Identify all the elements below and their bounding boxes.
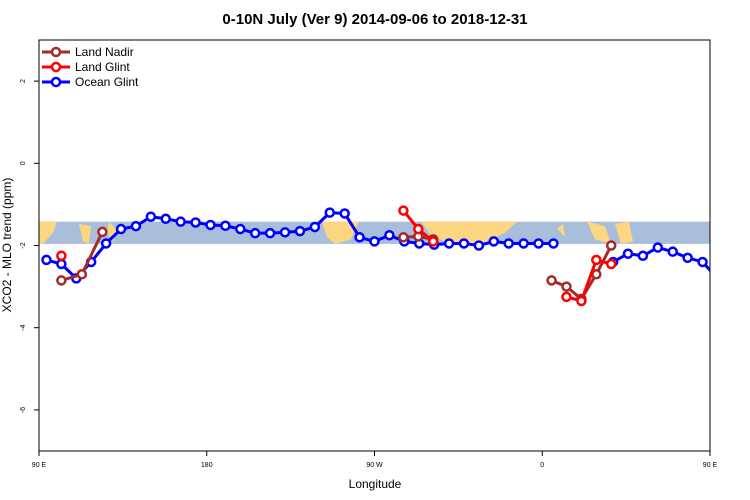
land-glint-point	[576, 295, 587, 307]
land-nadir-point	[56, 275, 67, 286]
land-nadir-point	[97, 226, 108, 238]
x-tick-label: 90 W	[366, 462, 383, 469]
ocean-glint-point	[175, 216, 186, 227]
land-glint-point	[591, 254, 602, 266]
ocean-glint-point	[488, 236, 500, 247]
ocean-glint-point	[264, 227, 276, 239]
land-glint-point	[561, 291, 572, 303]
x-axis: 90 E 180 90 W 0 90 E	[32, 451, 718, 469]
ocean-glint-point	[220, 220, 231, 232]
ocean-glint-point	[324, 207, 336, 218]
y-tick-label: -6	[20, 407, 27, 413]
y-tick-label: 2	[20, 79, 27, 83]
legend-marker-land-nadir	[50, 46, 62, 58]
land-shape	[39, 221, 57, 244]
x-tick-label: 90 E	[32, 462, 47, 469]
ocean-glint-point	[533, 238, 544, 249]
land-glint-point	[427, 236, 439, 247]
y-axis: 2 0 -2 -4 -6	[20, 79, 39, 413]
land-nadir-point	[76, 269, 88, 280]
legend-marker-ocean-glint	[50, 76, 62, 88]
ocean-glint-point	[339, 208, 350, 219]
ocean-glint-point	[637, 250, 649, 262]
land-nadir-point	[398, 232, 409, 243]
ocean-glint-point	[728, 258, 736, 266]
x-axis-label: Longitude	[349, 477, 402, 491]
ocean-glint-point	[652, 242, 664, 253]
chart-title: 0-10N July (Ver 9) 2014-09-06 to 2018-12…	[222, 11, 527, 28]
land-nadir-line	[550, 244, 613, 301]
ocean-glint-point	[160, 213, 171, 225]
land-glint-point	[56, 250, 67, 262]
ocean-glint-point	[354, 232, 365, 243]
ocean-glint-point	[145, 211, 157, 222]
ocean-glint-point	[115, 223, 127, 235]
land-nadir-point	[561, 281, 572, 292]
land-shape	[615, 221, 633, 244]
ocean-glint-point	[100, 238, 112, 249]
ocean-glint-point	[249, 227, 261, 239]
y-tick-label: 0	[20, 161, 27, 165]
x-tick-label: 180	[201, 462, 213, 469]
land-shape	[557, 223, 565, 238]
land-glint-line	[566, 258, 612, 303]
y-tick-label: -2	[20, 242, 27, 248]
ocean-glint-point	[743, 239, 750, 247]
y-axis-label: XCO2 - MLO trend (ppm)	[0, 178, 14, 313]
land-nadir-point	[605, 240, 617, 251]
series-land-glint	[56, 205, 617, 307]
land-glint-point	[413, 223, 424, 235]
land-nadir-point	[546, 275, 557, 286]
ocean-glint-point	[205, 219, 216, 231]
land-glint-point	[398, 205, 409, 216]
ocean-glint-point	[190, 217, 201, 228]
ocean-glint-point	[622, 248, 634, 259]
legend-label-ocean-glint: Ocean Glint	[75, 75, 139, 89]
legend-label-land-nadir: Land Nadir	[75, 45, 134, 59]
ocean-glint-point	[518, 238, 529, 249]
ocean-glint-point	[458, 238, 470, 249]
ocean-glint-point	[713, 274, 721, 282]
land-shape	[79, 223, 91, 244]
land-shape	[322, 221, 359, 244]
ocean-glint-point	[697, 256, 708, 268]
legend-marker-land-glint	[50, 61, 62, 73]
ocean-glint-point	[309, 221, 321, 233]
ocean-glint-point	[473, 240, 485, 251]
ocean-glint-point	[682, 252, 693, 264]
ocean-glint-point	[384, 229, 395, 241]
ocean-glint-point	[279, 227, 291, 238]
series-layer	[41, 205, 750, 307]
ocean-glint-point	[41, 254, 52, 266]
ocean-glint-point	[443, 238, 455, 249]
ocean-glint-point	[667, 246, 678, 257]
ocean-glint-point	[294, 225, 306, 237]
x-tick-label: 0	[540, 462, 544, 469]
x-tick-label: 90 E	[703, 462, 718, 469]
legend-label-land-glint: Land Glint	[75, 60, 130, 74]
ocean-glint-point	[369, 236, 380, 247]
ocean-glint-point	[235, 223, 246, 235]
series-ocean-glint	[41, 207, 750, 284]
ocean-glint-point	[548, 238, 559, 249]
ocean-glint-point	[503, 238, 514, 249]
y-tick-label: -4	[20, 324, 27, 330]
ocean-glint-point	[56, 258, 67, 270]
land-shape	[587, 221, 611, 244]
land-glint-point	[605, 258, 617, 270]
ocean-glint-point	[130, 220, 142, 232]
